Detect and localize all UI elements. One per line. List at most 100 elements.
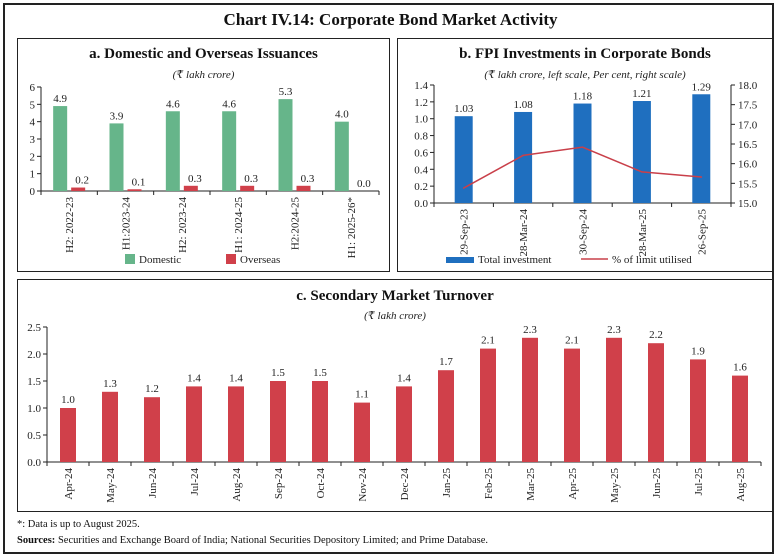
sources: Sources: Securities and Exchange Board o… bbox=[17, 535, 488, 546]
turnover-bar bbox=[60, 408, 76, 462]
x-tick-label: H2: 2022-23 bbox=[64, 197, 76, 253]
x-tick-label: H1: 2024-25 bbox=[233, 197, 245, 253]
turnover-bar bbox=[606, 337, 622, 462]
turnover-bar bbox=[144, 397, 160, 462]
x-tick-label: 26-Sep-25 bbox=[696, 209, 708, 255]
overseas-bar bbox=[240, 185, 255, 191]
domestic-bar bbox=[165, 111, 180, 191]
data-label: 1.18 bbox=[573, 91, 593, 103]
y-tick-label: 1.5 bbox=[27, 376, 41, 388]
y-tick-label: 0.0 bbox=[414, 198, 428, 210]
data-label: 1.08 bbox=[513, 99, 533, 111]
total-investment-bar bbox=[632, 101, 651, 203]
limit-utilised-point bbox=[462, 187, 465, 189]
total-investment-bar bbox=[692, 94, 711, 203]
x-tick-label: Jul-24 bbox=[189, 468, 201, 496]
data-label: 2.2 bbox=[649, 329, 663, 341]
x-tick-label: Nov-24 bbox=[357, 468, 369, 502]
turnover-bar bbox=[228, 386, 244, 462]
data-label: 0.3 bbox=[244, 173, 258, 185]
footnote: *: Data is up to August 2025. bbox=[17, 519, 140, 530]
x-tick-label: H1: 2025-26* bbox=[346, 197, 358, 258]
limit-utilised-point bbox=[522, 154, 524, 157]
data-label: 1.9 bbox=[691, 345, 705, 357]
legend-label-overseas: Overseas bbox=[240, 254, 280, 266]
limit-utilised-point bbox=[641, 171, 643, 173]
panel-b-subtitle: (₹ lakh crore, left scale, Per cent, rig… bbox=[484, 69, 686, 81]
x-tick-label: 28-Mar-25 bbox=[637, 209, 649, 257]
panel-a: a. Domestic and Overseas Issuances (₹ la… bbox=[17, 38, 390, 272]
limit-utilised-point bbox=[700, 176, 703, 178]
y-tick-label: 0.6 bbox=[414, 147, 428, 159]
data-label: 0.3 bbox=[188, 173, 202, 185]
panel-a-plot: 0 1 2 3 4 5 6 H2: 2022-23 H1:2023-24 H2: 2023-24 H… bbox=[30, 82, 380, 266]
x-tick-label: 29-Sep-23 bbox=[459, 209, 471, 255]
figure-border bbox=[3, 3, 774, 554]
y-tick-label: 4 bbox=[30, 117, 36, 129]
x-tick-label: Jun-24 bbox=[147, 468, 159, 498]
y-tick-label: 6 bbox=[30, 82, 36, 94]
turnover-bar bbox=[480, 348, 496, 462]
data-label: 2.3 bbox=[607, 324, 621, 336]
y2-tick-label: 16.5 bbox=[738, 139, 758, 151]
data-label: 3.9 bbox=[110, 110, 124, 122]
turnover-bar bbox=[732, 375, 748, 462]
turnover-bar bbox=[564, 348, 580, 462]
overseas-bar bbox=[127, 189, 142, 191]
data-label: 1.03 bbox=[454, 103, 474, 115]
turnover-bar bbox=[438, 370, 454, 462]
turnover-bar bbox=[312, 381, 328, 462]
y-tick-label: 0.4 bbox=[414, 164, 428, 176]
panel-a-title: a. Domestic and Overseas Issuances bbox=[89, 46, 318, 62]
data-label: 2.3 bbox=[523, 324, 537, 336]
sources-text: Securities and Exchange Board of India; … bbox=[55, 535, 489, 546]
x-tick-label: Apr-25 bbox=[567, 468, 579, 500]
y2-tick-label: 15.5 bbox=[738, 178, 758, 190]
x-tick-label: Oct-24 bbox=[315, 468, 327, 499]
x-tick-label: H2:2024-25 bbox=[290, 197, 302, 251]
y-tick-label: 1 bbox=[30, 169, 36, 181]
y2-tick-label: 18.0 bbox=[738, 80, 758, 92]
x-tick-label: H1:2023-24 bbox=[121, 197, 133, 251]
y-tick-label: 0 bbox=[30, 186, 36, 198]
x-tick-label: Mar-25 bbox=[525, 468, 537, 501]
legend-swatch-overseas bbox=[226, 254, 236, 264]
x-tick-label: Jun-25 bbox=[651, 468, 663, 498]
y-tick-label: 0.8 bbox=[414, 131, 428, 143]
data-label: 5.3 bbox=[279, 86, 293, 98]
overseas-bar bbox=[296, 185, 311, 191]
legend-label-total-investment: Total investment bbox=[478, 254, 551, 266]
x-tick-label: Apr-24 bbox=[63, 468, 75, 500]
x-tick-label: 28-Mar-24 bbox=[518, 209, 530, 257]
data-label: 2.1 bbox=[481, 335, 495, 347]
turnover-bar bbox=[648, 343, 664, 462]
data-label: 1.2 bbox=[145, 383, 159, 395]
legend-label-limit-utilised: % of limit utilised bbox=[612, 254, 692, 266]
y-tick-label: 1.0 bbox=[27, 403, 41, 415]
panel-c-subtitle: (₹ lakh crore) bbox=[364, 310, 426, 322]
x-tick-label: Aug-24 bbox=[231, 468, 243, 502]
data-label: 0.0 bbox=[357, 178, 371, 190]
y2-tick-label: 17.5 bbox=[738, 100, 758, 112]
x-tick-label: May-24 bbox=[105, 468, 117, 503]
y-tick-label: 0.5 bbox=[27, 430, 41, 442]
turnover-bar bbox=[354, 402, 370, 462]
data-label: 1.4 bbox=[397, 372, 411, 384]
legend-swatch-domestic bbox=[125, 254, 135, 264]
panel-c: c. Secondary Market Turnover (₹ lakh cro… bbox=[17, 279, 773, 512]
x-tick-label: Sep-24 bbox=[273, 468, 285, 500]
panel-b-title: b. FPI Investments in Corporate Bonds bbox=[459, 46, 711, 62]
data-label: 2.1 bbox=[565, 335, 579, 347]
data-label: 1.6 bbox=[733, 362, 747, 374]
y-tick-label: 1.4 bbox=[414, 80, 428, 92]
y-tick-label: 2.0 bbox=[27, 349, 41, 361]
data-label: 1.21 bbox=[632, 88, 651, 100]
data-label: 0.2 bbox=[75, 175, 89, 187]
y2-tick-label: 15.0 bbox=[738, 198, 758, 210]
data-label: 1.1 bbox=[355, 389, 369, 401]
data-label: 1.0 bbox=[61, 394, 75, 406]
x-tick-label: Aug-25 bbox=[735, 468, 747, 502]
total-investment-bar bbox=[573, 103, 592, 203]
y-tick-label: 1.2 bbox=[414, 97, 428, 109]
total-investment-bar bbox=[454, 116, 473, 203]
